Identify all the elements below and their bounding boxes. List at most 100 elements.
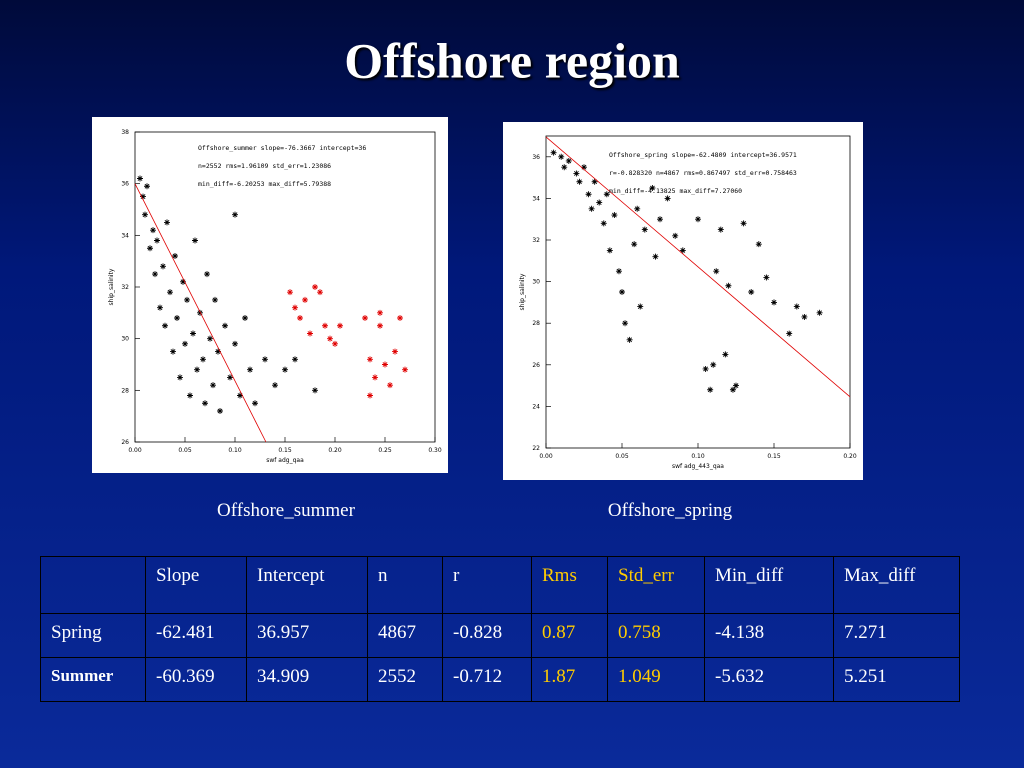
- data-point: [606, 247, 613, 254]
- data-point: [282, 366, 288, 373]
- regression-line: [134, 183, 267, 443]
- data-point: [197, 309, 203, 316]
- data-point: [596, 199, 603, 206]
- data-point: [377, 309, 383, 316]
- data-point: [649, 185, 656, 191]
- x-tick-label: 0.20: [328, 447, 342, 454]
- y-tick-label: 30: [121, 336, 129, 343]
- data-point: [212, 296, 218, 303]
- data-point: [180, 278, 186, 285]
- data-point: [600, 220, 607, 227]
- header-cell: Rms: [531, 556, 608, 614]
- data-point: [144, 183, 150, 190]
- data-point: [172, 253, 178, 259]
- data-point: [317, 289, 323, 296]
- data-point: [215, 348, 221, 355]
- data-point: [641, 226, 648, 233]
- data-point: [652, 253, 659, 260]
- cell: 1.049: [607, 657, 705, 702]
- y-axis-label: ship_salinity: [108, 268, 115, 305]
- data-point: [565, 157, 572, 164]
- x-tick-label: 0.00: [539, 453, 553, 460]
- data-point: [561, 164, 568, 171]
- data-point: [297, 315, 303, 321]
- cell: 0.758: [607, 613, 705, 658]
- plot-annotation: n=2552 rms=1.96109 std_err=1.23086: [198, 162, 331, 170]
- data-point: [337, 322, 343, 329]
- data-point: [207, 335, 213, 342]
- data-point: [558, 153, 565, 160]
- data-point: [637, 303, 644, 310]
- data-point: [232, 340, 238, 347]
- data-point: [740, 220, 747, 227]
- data-point: [162, 322, 168, 329]
- y-tick-label: 30: [532, 279, 540, 286]
- x-tick-label: 0.25: [378, 447, 392, 454]
- data-point: [217, 408, 223, 414]
- x-tick-label: 0.15: [278, 447, 292, 454]
- data-point: [672, 232, 679, 239]
- data-point: [312, 387, 318, 394]
- y-tick-label: 32: [532, 237, 540, 244]
- cell: -4.138: [704, 613, 834, 658]
- y-tick-label: 26: [121, 439, 129, 446]
- data-point: [713, 268, 720, 275]
- data-point: [591, 178, 598, 185]
- data-point: [392, 348, 398, 355]
- data-point: [377, 322, 383, 329]
- data-point: [200, 356, 206, 363]
- data-point: [372, 374, 378, 381]
- data-point: [722, 351, 729, 358]
- data-point: [302, 296, 308, 303]
- y-tick-label: 24: [532, 403, 540, 410]
- data-point: [174, 315, 180, 321]
- data-point: [312, 284, 318, 290]
- header-cell: Min_diff: [704, 556, 834, 614]
- x-axis-label: swf adg_qaa: [266, 457, 304, 464]
- plot-annotation: min_diff=-6.20253 max_diff=5.79388: [198, 180, 331, 188]
- header-cell: Intercept: [246, 556, 368, 614]
- header-cell: Slope: [145, 556, 247, 614]
- data-point: [232, 211, 238, 218]
- data-point: [397, 315, 403, 321]
- data-point: [187, 392, 193, 399]
- data-point: [615, 268, 622, 275]
- data-point: [793, 303, 800, 310]
- header-cell: r: [442, 556, 532, 614]
- data-point: [611, 212, 618, 219]
- data-point: [192, 237, 198, 244]
- cell: 36.957: [246, 613, 368, 658]
- data-point: [576, 178, 583, 185]
- data-point: [585, 191, 592, 198]
- data-point: [362, 315, 368, 321]
- data-point: [603, 191, 610, 198]
- x-axis-label: swf adg_443_qaa: [672, 463, 724, 470]
- data-point: [702, 365, 709, 372]
- data-point: [170, 348, 176, 355]
- data-point: [287, 289, 293, 296]
- x-tick-label: 0.10: [228, 447, 242, 454]
- data-point: [190, 330, 196, 337]
- data-point: [763, 274, 770, 281]
- data-point: [581, 164, 587, 171]
- plot-annotation: Offshore_spring slope=-62.4809 intercept…: [609, 151, 797, 159]
- data-point: [631, 241, 638, 248]
- figure-caption: Offshore_summer: [217, 500, 356, 521]
- data-point: [622, 320, 629, 327]
- data-point: [755, 241, 762, 248]
- data-point: [626, 336, 633, 343]
- header-cell: Max_diff: [833, 556, 960, 614]
- cell: 5.251: [833, 657, 960, 702]
- y-tick-label: 28: [532, 320, 540, 327]
- y-tick-label: 34: [121, 232, 129, 239]
- row: Summer -60.369 34.909 2552 -0.712 1.87 1…: [40, 657, 960, 702]
- data-point: [367, 392, 373, 399]
- data-point: [729, 386, 736, 393]
- data-point: [588, 205, 595, 212]
- plot-annotation: min_diff=-4.13825 max_diff=7.27060: [609, 187, 742, 195]
- data-point: [272, 382, 278, 389]
- figure: 0.00 0.05 0.10 0.15 0.20 0.25 0.30 26 28 30 32 34 36…: [92, 117, 448, 473]
- data-point: [204, 271, 210, 278]
- data-point: [210, 382, 216, 389]
